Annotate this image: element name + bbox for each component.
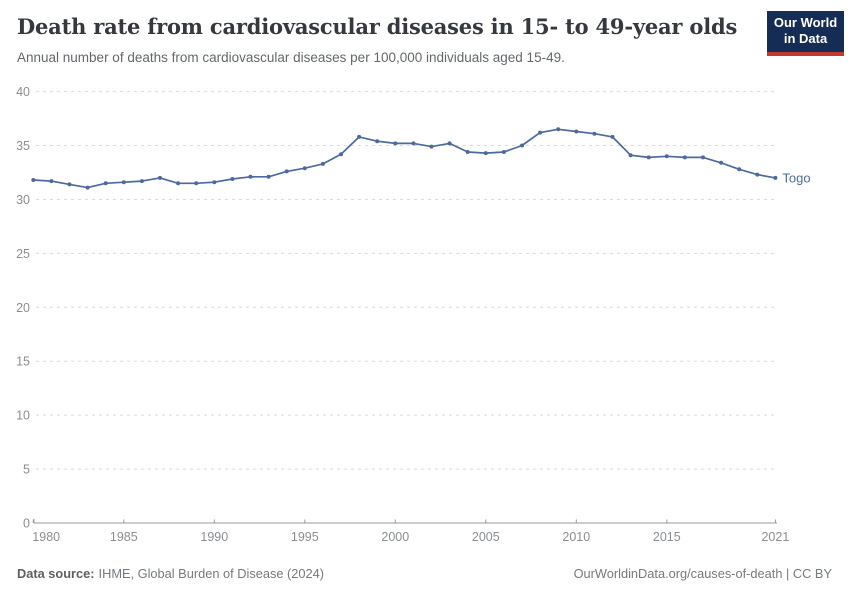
- chart-subtitle: Annual number of deaths from cardiovascu…: [17, 50, 565, 65]
- data-point-2005[interactable]: [483, 151, 488, 156]
- data-point-2015[interactable]: [664, 154, 669, 159]
- data-source-label: Data source:: [17, 566, 95, 581]
- data-point-2008[interactable]: [538, 130, 543, 135]
- chart-footer: Data source: IHME, Global Burden of Disea…: [17, 566, 832, 581]
- owid-logo[interactable]: Our World in Data: [767, 11, 844, 56]
- data-point-1988[interactable]: [176, 181, 181, 186]
- data-point-2019[interactable]: [737, 167, 742, 172]
- x-tick-label-2000: 2000: [381, 530, 409, 544]
- data-point-1995[interactable]: [302, 166, 307, 171]
- y-tick-label-15: 15: [16, 355, 30, 369]
- license-label: | CC BY: [782, 566, 832, 581]
- data-point-1986[interactable]: [139, 179, 144, 184]
- license-note: OurWorldinData.org/causes-of-death | CC …: [574, 566, 832, 581]
- owid-logo-line1: Our World: [773, 15, 838, 30]
- data-source-value: IHME, Global Burden of Disease (2024): [98, 566, 325, 581]
- data-point-2009[interactable]: [556, 127, 561, 132]
- data-point-2002[interactable]: [429, 144, 434, 149]
- y-tick-label-0: 0: [23, 517, 30, 531]
- data-point-2012[interactable]: [610, 134, 615, 139]
- data-point-2006[interactable]: [501, 150, 506, 154]
- y-tick-label-35: 35: [16, 139, 30, 153]
- y-tick-label-30: 30: [16, 193, 30, 207]
- x-tick-label-2021: 2021: [761, 530, 789, 544]
- data-point-1982[interactable]: [67, 182, 72, 187]
- x-tick-label-1990: 1990: [200, 530, 228, 544]
- data-point-2013[interactable]: [628, 153, 633, 158]
- data-point-1981[interactable]: [49, 179, 54, 184]
- x-tick-label-2005: 2005: [472, 530, 500, 544]
- data-point-2018[interactable]: [719, 160, 724, 165]
- data-point-1987[interactable]: [158, 175, 162, 180]
- data-point-1984[interactable]: [103, 181, 108, 186]
- line-chart-canvas[interactable]: 0 5 10 15 20 25 30 35 40 1980 1985 1990 1995 2000 2005…: [0, 0, 850, 560]
- line-series-togo: [32, 128, 777, 189]
- data-point-1996[interactable]: [320, 161, 325, 166]
- y-tick-label-40: 40: [16, 85, 30, 99]
- x-tick-label-2015: 2015: [653, 530, 681, 544]
- data-point-1997[interactable]: [339, 152, 343, 157]
- x-tick-label-2010: 2010: [562, 530, 590, 544]
- data-point-2007[interactable]: [520, 143, 524, 148]
- data-source-note: Data source: IHME, Global Burden of Disea…: [17, 566, 324, 581]
- data-point-1999[interactable]: [375, 139, 380, 144]
- data-point-2020[interactable]: [755, 172, 760, 177]
- owid-url-link[interactable]: OurWorldinData.org/causes-of-death: [573, 566, 783, 581]
- data-point-1980[interactable]: [31, 178, 36, 182]
- entity-label-togo[interactable]: Togo: [782, 170, 810, 185]
- y-tick-label-20: 20: [16, 301, 30, 315]
- y-tick-label-5: 5: [23, 463, 30, 477]
- data-point-1993[interactable]: [266, 174, 271, 179]
- data-point-1998[interactable]: [357, 134, 362, 139]
- data-point-1983[interactable]: [85, 185, 90, 190]
- page-title: Death rate from cardiovascular diseases …: [17, 14, 738, 39]
- owid-logo-line2: in Data: [783, 30, 828, 46]
- data-point-1991[interactable]: [230, 177, 235, 181]
- x-tick-label-1980: 1980: [32, 530, 60, 544]
- data-point-2010[interactable]: [574, 129, 579, 134]
- x-tick-label-1995: 1995: [291, 530, 319, 544]
- data-point-1990[interactable]: [212, 180, 217, 185]
- data-point-1989[interactable]: [194, 181, 199, 186]
- data-point-1994[interactable]: [284, 169, 289, 174]
- x-tick-label-1985: 1985: [110, 530, 138, 544]
- data-point-2000[interactable]: [393, 141, 398, 146]
- data-point-2004[interactable]: [465, 150, 470, 154]
- data-point-2017[interactable]: [701, 155, 705, 160]
- data-point-2011[interactable]: [592, 131, 597, 136]
- data-point-2014[interactable]: [646, 155, 651, 160]
- data-point-1985[interactable]: [121, 180, 126, 185]
- data-point-2003[interactable]: [447, 141, 452, 146]
- data-point-2001[interactable]: [411, 141, 416, 146]
- data-point-2016[interactable]: [682, 155, 687, 160]
- data-point-1992[interactable]: [248, 174, 253, 179]
- data-point-2021[interactable]: [773, 175, 778, 180]
- y-tick-label-25: 25: [16, 247, 30, 261]
- y-tick-label-10: 10: [16, 409, 30, 423]
